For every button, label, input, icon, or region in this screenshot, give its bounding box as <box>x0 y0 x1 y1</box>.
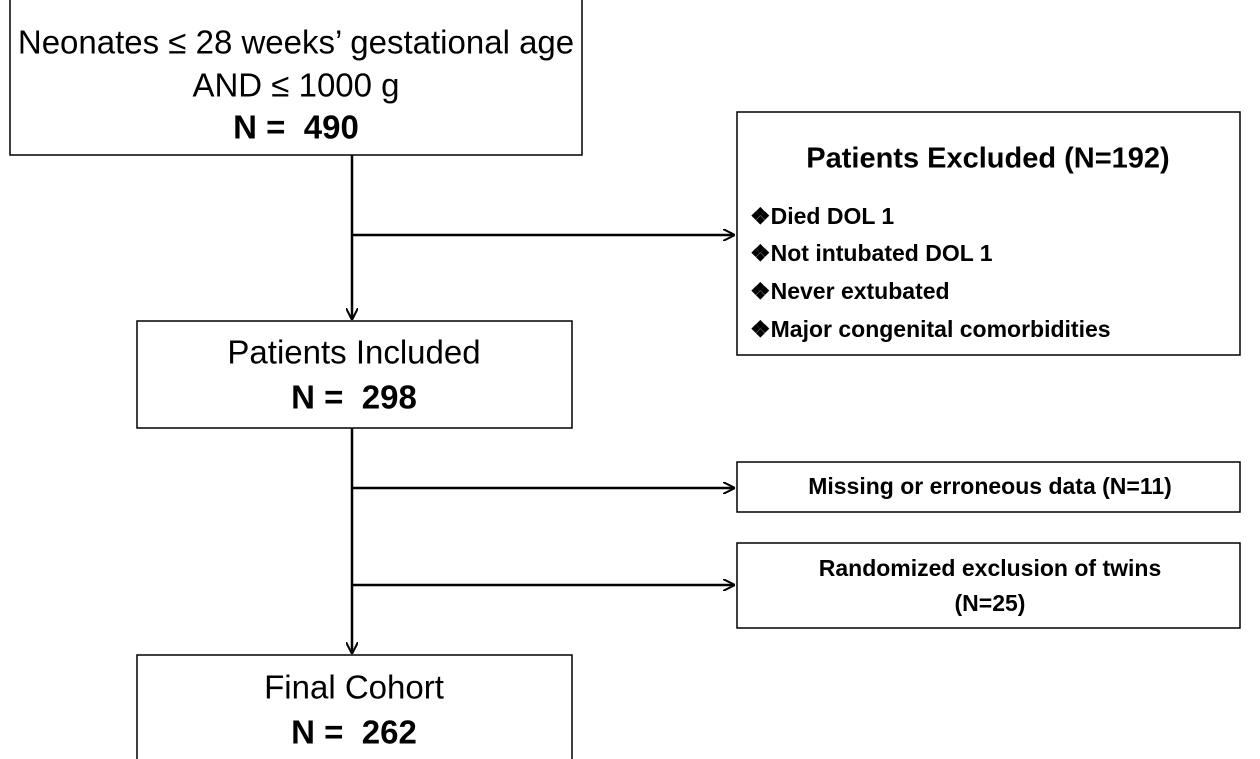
box-count: N = 262 <box>291 714 417 751</box>
box-text: Final Cohort <box>264 669 444 706</box>
box-title: Patients Excluded (N=192) <box>806 143 1169 175</box>
box <box>136 654 573 759</box>
list-item: ❖Major congenital comorbidities <box>750 316 1111 342</box>
box <box>136 320 573 429</box>
box-text: Patients Included <box>227 334 480 371</box>
box-text: AND ≤ 1000 g <box>192 67 399 104</box>
box-count: N = 298 <box>291 379 417 416</box>
box-text: Missing or erroneous data (N=11) <box>808 473 1172 499</box>
box-count: N = 490 <box>233 109 359 146</box>
list-item: ❖Not intubated DOL 1 <box>750 240 993 266</box>
list-item: ❖Never extubated <box>750 278 950 304</box>
box <box>9 0 583 156</box>
box-text: (N=25) <box>955 590 1026 616</box>
box <box>736 111 1241 356</box>
list-item: ❖Died DOL 1 <box>750 203 894 229</box>
box <box>736 542 1241 629</box>
box-text: Randomized exclusion of twins <box>819 555 1161 581</box>
box <box>736 461 1241 513</box>
box-text: Neonates ≤ 28 weeks’ gestational age <box>18 24 574 61</box>
